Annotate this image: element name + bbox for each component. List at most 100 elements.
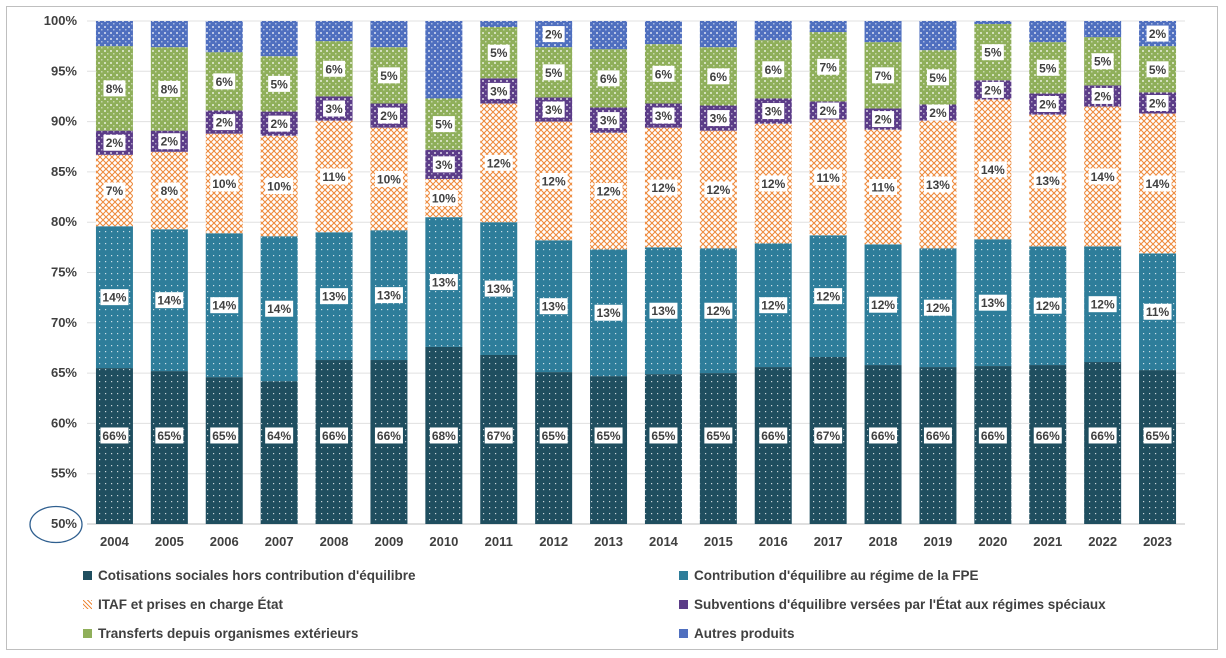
- data-label-box: [978, 294, 1007, 311]
- data-label: 6%: [710, 70, 728, 84]
- data-label-box: [484, 427, 513, 444]
- data-label-box: [323, 100, 346, 117]
- data-label: 8%: [161, 82, 179, 96]
- data-label-box: [649, 302, 678, 319]
- data-label: 13%: [597, 306, 621, 320]
- legend-item-contribution-fpe: Contribution d'équilibre au régime de la…: [679, 568, 979, 583]
- data-label-box: [210, 297, 239, 314]
- y-tick-label: 100%: [44, 13, 78, 28]
- data-label: 6%: [655, 67, 673, 81]
- data-label-box: [484, 154, 513, 171]
- data-label-box: [1146, 25, 1169, 42]
- data-labels: 66% 14% 7% 2% 8% 65% 14% 8% 2% 8% 65% 14% 10% 2% 6% 64%…: [100, 25, 1172, 444]
- x-tick-label: 2020: [978, 534, 1007, 549]
- data-label-box: [103, 80, 126, 97]
- data-label: 65%: [212, 429, 236, 443]
- data-label: 14%: [981, 163, 1005, 177]
- data-label: 12%: [651, 181, 675, 195]
- data-label: 3%: [655, 109, 673, 123]
- x-tick-label: 2023: [1143, 534, 1172, 549]
- data-label-box: [374, 170, 403, 187]
- data-label-box: [539, 427, 568, 444]
- legend-label: ITAF et prises en charge État: [98, 597, 284, 612]
- data-label-box: [377, 107, 400, 124]
- data-label: 67%: [487, 429, 511, 443]
- data-label: 5%: [929, 71, 947, 85]
- data-label: 66%: [926, 429, 950, 443]
- legend-item-itaf: ITAF et prises en charge État: [83, 597, 283, 612]
- data-label-box: [926, 69, 949, 86]
- legend-swatch: [83, 571, 92, 580]
- data-label: 13%: [377, 289, 401, 303]
- data-label-box: [374, 287, 403, 304]
- data-label: 7%: [819, 60, 837, 74]
- bar-segment: [425, 21, 463, 99]
- data-label-box: [210, 175, 239, 192]
- data-label-box: [213, 73, 236, 90]
- highlight-circle: [29, 505, 83, 544]
- data-label-box: [268, 75, 291, 92]
- legend-item-cotisations: Cotisations sociales hors contribution d…: [83, 568, 416, 583]
- data-label: 66%: [102, 429, 126, 443]
- x-tick-label: 2019: [923, 534, 952, 549]
- data-label-box: [1036, 59, 1059, 76]
- data-label-box: [814, 169, 843, 186]
- data-label: 65%: [542, 429, 566, 443]
- data-label-box: [817, 58, 840, 75]
- data-label: 7%: [874, 69, 892, 83]
- legend-label: Subventions d'équilibre versées par l'Ét…: [694, 597, 1106, 612]
- data-label: 2%: [1039, 97, 1057, 111]
- data-label: 6%: [325, 62, 343, 76]
- x-tick-label: 2018: [869, 534, 898, 549]
- data-label-box: [1146, 61, 1169, 78]
- y-tick-label: 70%: [51, 315, 77, 330]
- data-label: 12%: [1091, 298, 1115, 312]
- legend-label: Transferts depuis organismes extérieurs: [98, 626, 359, 641]
- data-label-box: [597, 112, 620, 129]
- bar-segment: [974, 366, 1012, 524]
- data-label-box: [103, 182, 126, 199]
- data-label: 5%: [490, 46, 508, 60]
- bar-segment: [1139, 370, 1177, 524]
- data-label: 12%: [706, 304, 730, 318]
- data-label: 12%: [1036, 299, 1060, 313]
- bar-segment: [95, 21, 133, 47]
- y-tick-label: 80%: [51, 214, 77, 229]
- data-label: 14%: [212, 299, 236, 313]
- y-tick-label: 75%: [51, 265, 77, 280]
- data-label: 8%: [106, 82, 124, 96]
- data-label-box: [923, 176, 952, 193]
- bar-segment: [699, 21, 737, 48]
- y-tick-label: 90%: [51, 114, 77, 129]
- data-label-box: [869, 427, 898, 444]
- y-tick-label: 60%: [51, 415, 77, 430]
- data-label-box: [649, 427, 678, 444]
- data-label-box: [374, 427, 403, 444]
- y-tick-label: 85%: [51, 164, 77, 179]
- data-label: 2%: [106, 136, 124, 150]
- data-label-box: [923, 299, 952, 316]
- data-label: 10%: [212, 177, 236, 191]
- data-label: 5%: [1039, 61, 1057, 75]
- bar-segment: [974, 21, 1012, 25]
- data-label: 65%: [651, 429, 675, 443]
- bar-segment: [260, 21, 298, 57]
- data-label-box: [100, 427, 129, 444]
- data-label-box: [978, 161, 1007, 178]
- x-tick-label: 2022: [1088, 534, 1117, 549]
- data-label-box: [323, 60, 346, 77]
- data-label-box: [487, 82, 510, 99]
- x-tick-label: 2014: [649, 534, 679, 549]
- legend-label: Autres produits: [694, 626, 795, 641]
- data-label: 2%: [984, 83, 1002, 97]
- data-label: 12%: [926, 301, 950, 315]
- data-label: 66%: [871, 429, 895, 443]
- data-label: 2%: [819, 104, 837, 118]
- bar-segment: [919, 21, 957, 51]
- data-label-box: [869, 178, 898, 195]
- x-tick-label: 2015: [704, 534, 733, 549]
- data-label-box: [1143, 175, 1172, 192]
- data-label: 14%: [157, 294, 181, 308]
- x-tick-label: 2005: [155, 534, 184, 549]
- data-label: 8%: [161, 184, 179, 198]
